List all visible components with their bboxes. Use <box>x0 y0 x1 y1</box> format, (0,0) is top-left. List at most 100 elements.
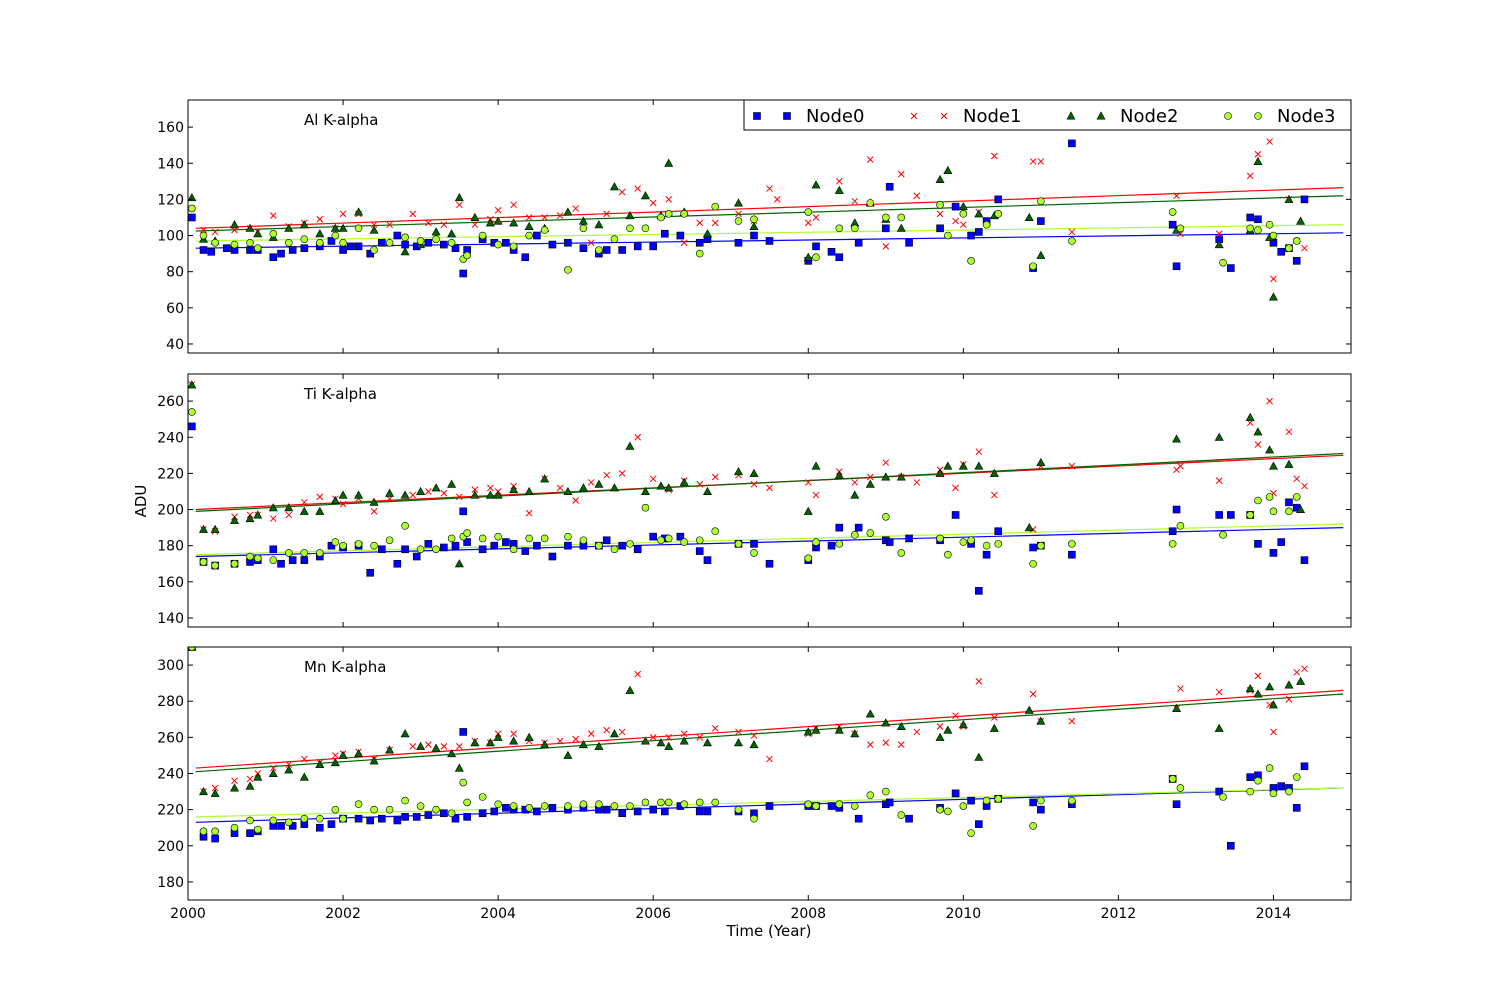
legend-label: Node0 <box>806 106 864 127</box>
point-node3 <box>401 233 409 242</box>
point-node1 <box>510 730 517 738</box>
point-node2 <box>1296 504 1306 514</box>
point-node2 <box>493 732 503 741</box>
point-node3 <box>385 238 394 247</box>
point-node2 <box>315 229 325 238</box>
point-node1 <box>556 484 564 492</box>
point-node3 <box>1029 262 1037 271</box>
point-node2 <box>198 786 209 796</box>
point-node2 <box>974 461 984 470</box>
point-node3 <box>664 798 673 807</box>
point-node0 <box>812 242 820 251</box>
point-node3 <box>540 534 549 543</box>
point-node1 <box>440 489 448 497</box>
point-node0 <box>703 556 712 564</box>
point-node1 <box>456 743 463 750</box>
point-node1 <box>766 185 773 192</box>
point-node0 <box>564 238 572 247</box>
point-node1 <box>913 192 921 200</box>
point-node0 <box>246 829 254 837</box>
point-node1 <box>1266 397 1273 405</box>
point-node1 <box>680 239 688 247</box>
point-node0 <box>412 552 421 561</box>
point-node2 <box>811 725 821 734</box>
point-node2 <box>245 513 255 523</box>
point-node0 <box>885 798 894 807</box>
point-node1 <box>804 479 812 486</box>
point-node1 <box>285 511 293 519</box>
point-node1 <box>1029 690 1037 698</box>
point-node2 <box>1036 250 1046 259</box>
point-node0 <box>548 240 557 249</box>
fit-line-node1 <box>195 689 1344 769</box>
point-node2 <box>454 192 464 202</box>
point-node0 <box>905 238 913 247</box>
point-node2 <box>881 718 891 727</box>
point-node0 <box>490 541 499 550</box>
point-node1 <box>1029 158 1037 165</box>
point-node0 <box>881 224 890 233</box>
panel-label: Al K-alpha <box>304 111 378 129</box>
point-node3 <box>959 538 968 546</box>
point-node1 <box>618 470 626 477</box>
point-node2 <box>447 229 457 238</box>
point-node3 <box>447 238 456 247</box>
point-node1 <box>1068 462 1076 470</box>
point-node0 <box>1172 262 1181 271</box>
point-node1 <box>211 784 219 792</box>
point-node1 <box>1215 230 1223 238</box>
point-node3 <box>199 231 208 240</box>
point-node3 <box>595 800 603 809</box>
point-node3 <box>1176 784 1185 792</box>
y-tick-label: 120 <box>157 192 184 208</box>
point-node1 <box>1285 428 1293 436</box>
point-node3 <box>750 814 758 823</box>
point-node3 <box>1254 776 1262 785</box>
x-tick-label: 2010 <box>946 906 982 922</box>
panel-3: 2000 2002 2004 2006 2008 2010 2012 2014 180 200 22… <box>157 646 1352 922</box>
point-node1 <box>711 724 719 732</box>
point-node1 <box>952 484 959 492</box>
point-node0 <box>1172 505 1181 514</box>
point-node1 <box>1301 244 1308 252</box>
point-node2 <box>230 783 240 792</box>
y-tick-label: 280 <box>157 694 184 710</box>
point-node1 <box>735 728 742 736</box>
point-node1 <box>696 734 704 741</box>
point-node3 <box>509 242 518 251</box>
point-node1 <box>572 497 580 504</box>
point-node3 <box>284 238 293 247</box>
point-node3 <box>354 224 363 233</box>
point-node0 <box>1037 805 1045 814</box>
point-node1 <box>494 206 502 214</box>
point-node2 <box>803 727 813 736</box>
point-node2 <box>299 772 309 781</box>
x-tick-label: 2004 <box>480 906 516 922</box>
point-node3 <box>994 794 1003 803</box>
point-node2 <box>454 559 464 568</box>
point-node0 <box>277 249 285 258</box>
point-node2 <box>400 490 410 499</box>
point-node3 <box>595 246 603 254</box>
point-node1 <box>711 473 719 481</box>
point-node2 <box>656 738 666 747</box>
point-node1 <box>556 212 564 220</box>
point-node1 <box>634 433 642 441</box>
x-tick-label: 2014 <box>1256 906 1292 922</box>
point-node3 <box>494 240 502 249</box>
y-tick-label: 140 <box>157 611 184 627</box>
point-node3 <box>1269 231 1278 240</box>
y-axis-label: ADU <box>132 485 150 518</box>
point-node2 <box>989 468 999 477</box>
point-node0 <box>533 231 541 240</box>
point-node2 <box>369 756 379 765</box>
legend-marker <box>1066 111 1076 120</box>
point-node0 <box>975 820 983 828</box>
y-tick-label: 300 <box>157 658 184 674</box>
point-node2 <box>400 247 410 256</box>
point-node0 <box>1277 248 1286 256</box>
point-node2 <box>509 218 519 227</box>
point-node2 <box>470 738 480 747</box>
point-node2 <box>625 211 635 220</box>
point-node0 <box>393 816 402 825</box>
